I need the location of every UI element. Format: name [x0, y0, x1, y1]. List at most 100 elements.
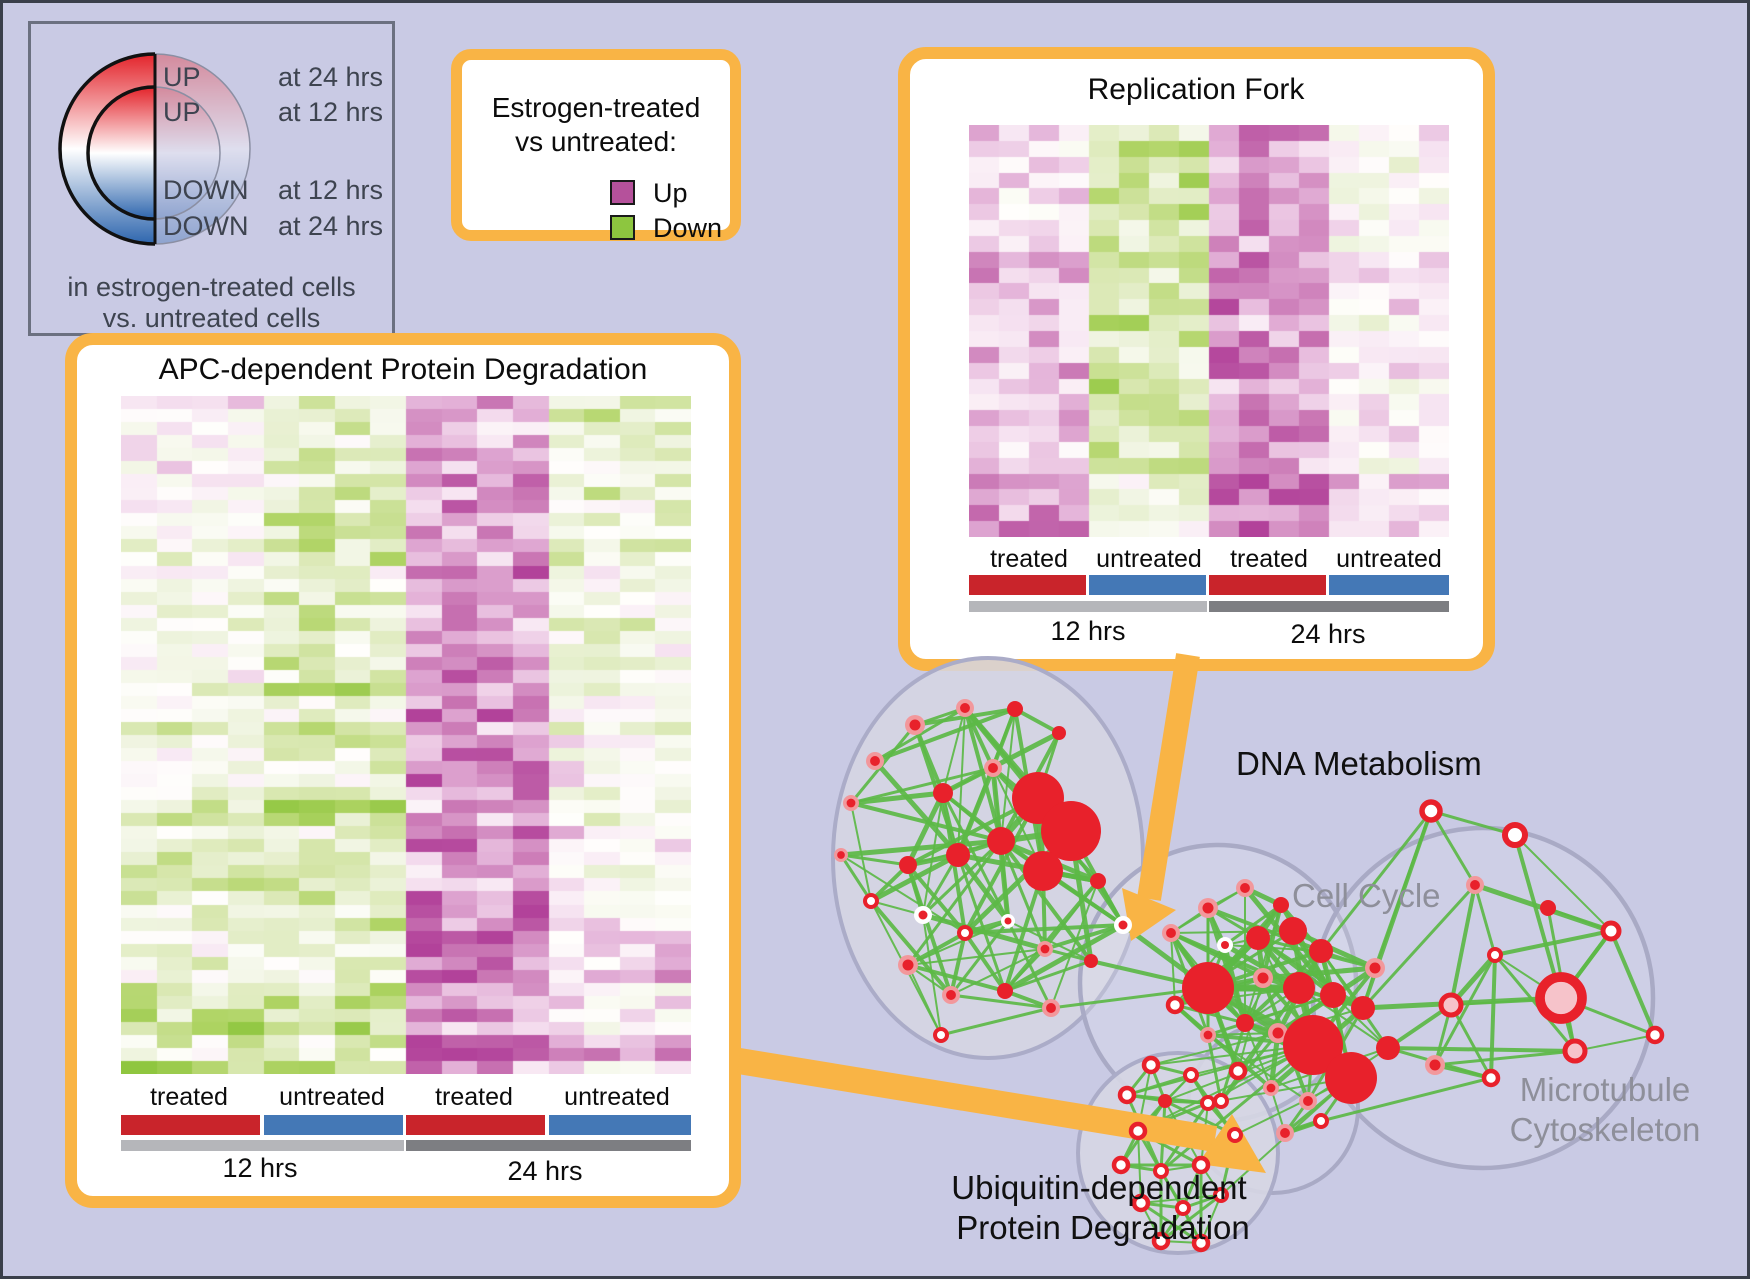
network-edge — [1014, 707, 1060, 735]
concentric-updown-scale-icon — [58, 49, 258, 254]
network-edge — [1244, 1022, 1314, 1046]
network-edge — [1434, 1049, 1576, 1067]
network-edge — [1473, 884, 1497, 956]
network-edge — [991, 766, 1073, 833]
network-edge — [1262, 976, 1364, 1010]
network-edge — [1237, 977, 1264, 1072]
network-node — [1419, 799, 1443, 823]
network-edge — [1279, 903, 1335, 997]
network-edge — [1170, 932, 1246, 1024]
rf-bar-treated-24 — [1209, 575, 1326, 595]
estrogen-updown-legend: Estrogen-treated vs untreated: Up Down — [451, 49, 741, 243]
network-node-core — [1203, 1030, 1213, 1040]
network-edge — [1170, 907, 1209, 934]
network-edge — [869, 863, 910, 903]
cluster-label-ubiquitin-line2: Protein Degradation — [956, 1209, 1250, 1246]
network-edge — [849, 724, 917, 804]
network-node — [1376, 1036, 1400, 1060]
cluster-label-microtubule: Microtubule — [1519, 1071, 1691, 1108]
rf-timebar-24 — [1209, 601, 1449, 612]
network-edge — [963, 707, 995, 769]
network-edge — [1207, 906, 1259, 940]
network-edge — [999, 840, 1010, 922]
network-edge — [1206, 1102, 1237, 1136]
network-edge — [1200, 1133, 1236, 1167]
network-edge — [1137, 1101, 1209, 1133]
network-edge — [990, 767, 1011, 922]
network-edge — [1004, 959, 1092, 993]
cluster-label-ubiquitin-line1: Ubiquitin-dependent — [951, 1169, 1247, 1206]
network-edge — [942, 792, 959, 856]
scale-time-12: at 12 hrs — [277, 97, 383, 127]
network-edge — [1137, 1064, 1152, 1132]
network-edge — [1206, 903, 1283, 990]
network-edge — [1207, 1032, 1279, 1036]
network-edge — [922, 914, 942, 1036]
network-edge — [1224, 944, 1322, 952]
network-edge — [1207, 1077, 1352, 1104]
network-edge — [991, 766, 1100, 883]
network-edge — [956, 708, 1017, 856]
network-edge — [941, 792, 967, 934]
network-edge — [1284, 1118, 1322, 1136]
network-edge — [964, 918, 1009, 936]
apc-bar-treated-12 — [121, 1115, 260, 1135]
apc-panel-title: APC-dependent Protein Degradation — [158, 353, 648, 386]
network-edge — [907, 852, 959, 868]
network-edge — [1243, 949, 1323, 1025]
scale-footer-line2: vs. untreated cells — [102, 303, 321, 333]
network-edge — [1257, 936, 1364, 1010]
network-node — [933, 1027, 949, 1043]
network-edge — [1160, 1043, 1314, 1173]
network-edge — [1223, 942, 1301, 991]
network-edge — [1035, 797, 1046, 872]
network-edge — [1206, 936, 1260, 990]
network-edge — [1096, 880, 1125, 926]
network-edge — [907, 964, 942, 1036]
network-node — [1183, 1067, 1199, 1083]
legend-up-swatch — [610, 180, 635, 205]
network-edge — [991, 708, 1017, 769]
network-node — [1141, 1055, 1161, 1075]
network-edge — [914, 706, 966, 727]
network-edge — [1189, 1074, 1210, 1104]
network-edge — [1036, 732, 1061, 799]
network-edge — [1223, 944, 1247, 1024]
network-node-core — [1004, 917, 1012, 925]
network-node — [1273, 897, 1289, 913]
network-edge — [1004, 948, 1046, 992]
network-node-core — [837, 851, 845, 859]
network-edge — [1170, 887, 1246, 934]
network-edge — [1319, 950, 1390, 1049]
network-node — [1283, 972, 1315, 1004]
rf-hours-24: 24 hrs — [1290, 619, 1366, 649]
network-node — [984, 759, 1002, 777]
network-edge — [1174, 976, 1264, 1007]
network-edge — [1332, 994, 1364, 1009]
network-edge — [1189, 1074, 1237, 1136]
annotation-arrow-shaft-0 — [1137, 653, 1200, 901]
network-edge — [1149, 1064, 1167, 1102]
network-edge — [1200, 1102, 1209, 1166]
network-edge — [1164, 1044, 1314, 1102]
network-edge — [1237, 987, 1300, 1072]
network-edge — [874, 706, 966, 763]
network-edge — [1270, 1047, 1389, 1089]
network-edge — [1387, 1046, 1576, 1053]
network-node — [1236, 879, 1254, 897]
network-edge — [1489, 954, 1497, 1079]
network-edge — [1306, 1007, 1365, 1102]
network-node — [866, 752, 884, 770]
scale-time-24: at 24 hrs — [277, 62, 383, 92]
network-edge — [1206, 907, 1227, 946]
network-edge — [1042, 868, 1099, 884]
network-edge — [1433, 1004, 1453, 1066]
network-edge — [1126, 1044, 1314, 1096]
network-edge — [949, 932, 967, 996]
network-node — [1042, 999, 1060, 1017]
network-edge — [942, 707, 966, 794]
network-edge — [1207, 949, 1322, 990]
network-edge — [941, 791, 1045, 873]
network-node — [1263, 1080, 1279, 1096]
network-node — [1320, 982, 1346, 1008]
